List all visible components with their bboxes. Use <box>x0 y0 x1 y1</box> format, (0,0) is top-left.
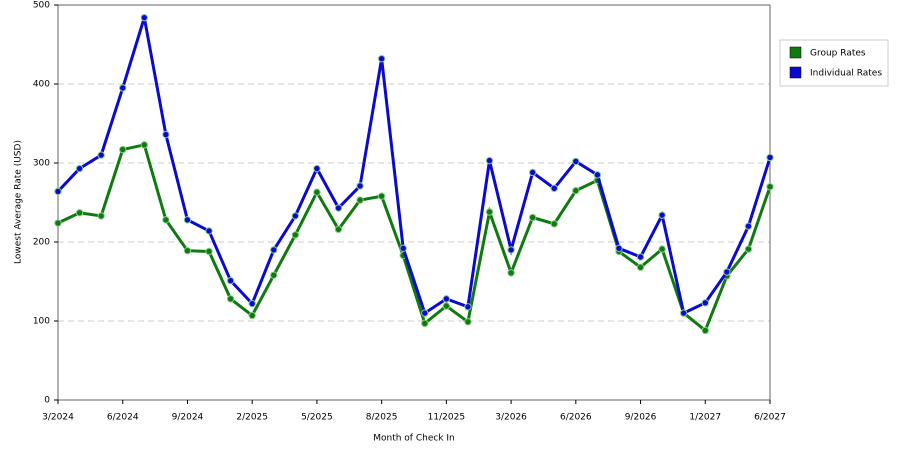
point <box>507 246 515 254</box>
point <box>140 13 149 22</box>
point <box>421 319 429 328</box>
x-tick-label: 5/2025 <box>301 413 333 423</box>
point <box>636 253 645 261</box>
point <box>550 184 558 192</box>
point <box>744 222 753 230</box>
point <box>248 299 256 308</box>
x-tick-label: 6/2026 <box>560 413 592 423</box>
y-tick-label: 100 <box>33 317 50 327</box>
point <box>636 263 645 271</box>
point <box>291 231 300 239</box>
x-tick-label: 8/2025 <box>366 413 398 423</box>
point <box>162 216 170 224</box>
point <box>485 156 494 165</box>
x-tick-label: 6/2027 <box>754 413 786 423</box>
point <box>291 212 300 220</box>
point <box>658 211 666 219</box>
point <box>464 318 472 326</box>
y-tick-label: 300 <box>33 159 50 169</box>
series-line <box>56 17 772 316</box>
point <box>334 225 343 234</box>
legend-label: Group Rates <box>810 49 866 59</box>
point <box>119 145 127 154</box>
legend-swatch <box>789 46 802 59</box>
point <box>701 299 709 307</box>
point <box>162 130 170 139</box>
point <box>485 208 494 216</box>
y-tick-label: 500 <box>33 1 50 11</box>
x-tick-label: 1/2027 <box>689 413 721 423</box>
point <box>248 311 256 320</box>
point <box>572 157 580 166</box>
point <box>744 245 753 253</box>
series-line <box>57 143 772 333</box>
point <box>313 164 321 173</box>
point <box>140 141 149 149</box>
point <box>54 219 62 227</box>
legend-swatch <box>789 66 802 79</box>
point <box>313 188 321 196</box>
x-tick-label: 11/2025 <box>428 413 465 423</box>
point <box>119 84 127 92</box>
y-tick-label: 400 <box>33 80 50 90</box>
x-tick-label: 9/2024 <box>172 413 204 423</box>
point <box>572 186 580 195</box>
y-tick-label: 200 <box>33 238 50 248</box>
point <box>183 246 192 255</box>
point <box>205 227 213 235</box>
point <box>766 153 774 162</box>
x-tick-label: 3/2026 <box>495 413 527 423</box>
point <box>442 295 451 303</box>
x-axis-label: Month of Check In <box>373 434 455 444</box>
point <box>464 303 472 311</box>
point <box>183 216 192 224</box>
point <box>421 309 429 317</box>
point <box>270 271 278 279</box>
point <box>550 220 558 228</box>
point <box>226 295 235 303</box>
point <box>399 244 407 253</box>
point <box>75 209 84 217</box>
point <box>334 204 343 212</box>
x-tick-label: 3/2024 <box>42 413 74 423</box>
point <box>270 246 278 254</box>
point <box>615 244 623 253</box>
point <box>593 171 602 179</box>
point <box>528 213 537 222</box>
x-tick-label: 9/2026 <box>625 413 657 423</box>
point <box>97 151 105 159</box>
point <box>507 269 515 277</box>
point <box>54 187 62 196</box>
y-tick-label: 0 <box>44 396 50 406</box>
point <box>679 309 688 317</box>
point <box>377 192 386 200</box>
point <box>723 268 731 276</box>
point <box>766 183 774 191</box>
legend-label: Individual Rates <box>810 69 882 79</box>
point <box>97 212 105 220</box>
x-tick-label: 2/2025 <box>236 413 268 423</box>
point <box>442 302 451 310</box>
point <box>701 326 709 335</box>
point <box>75 164 84 173</box>
point <box>658 245 666 253</box>
plot-frame <box>57 4 771 401</box>
point <box>205 247 213 256</box>
point <box>356 196 364 204</box>
point <box>226 277 235 285</box>
y-axis-label: Lowest Average Rate (USD) <box>14 140 24 264</box>
point <box>356 182 364 190</box>
x-tick-label: 6/2024 <box>107 413 139 423</box>
point <box>528 168 537 177</box>
point <box>377 55 386 63</box>
